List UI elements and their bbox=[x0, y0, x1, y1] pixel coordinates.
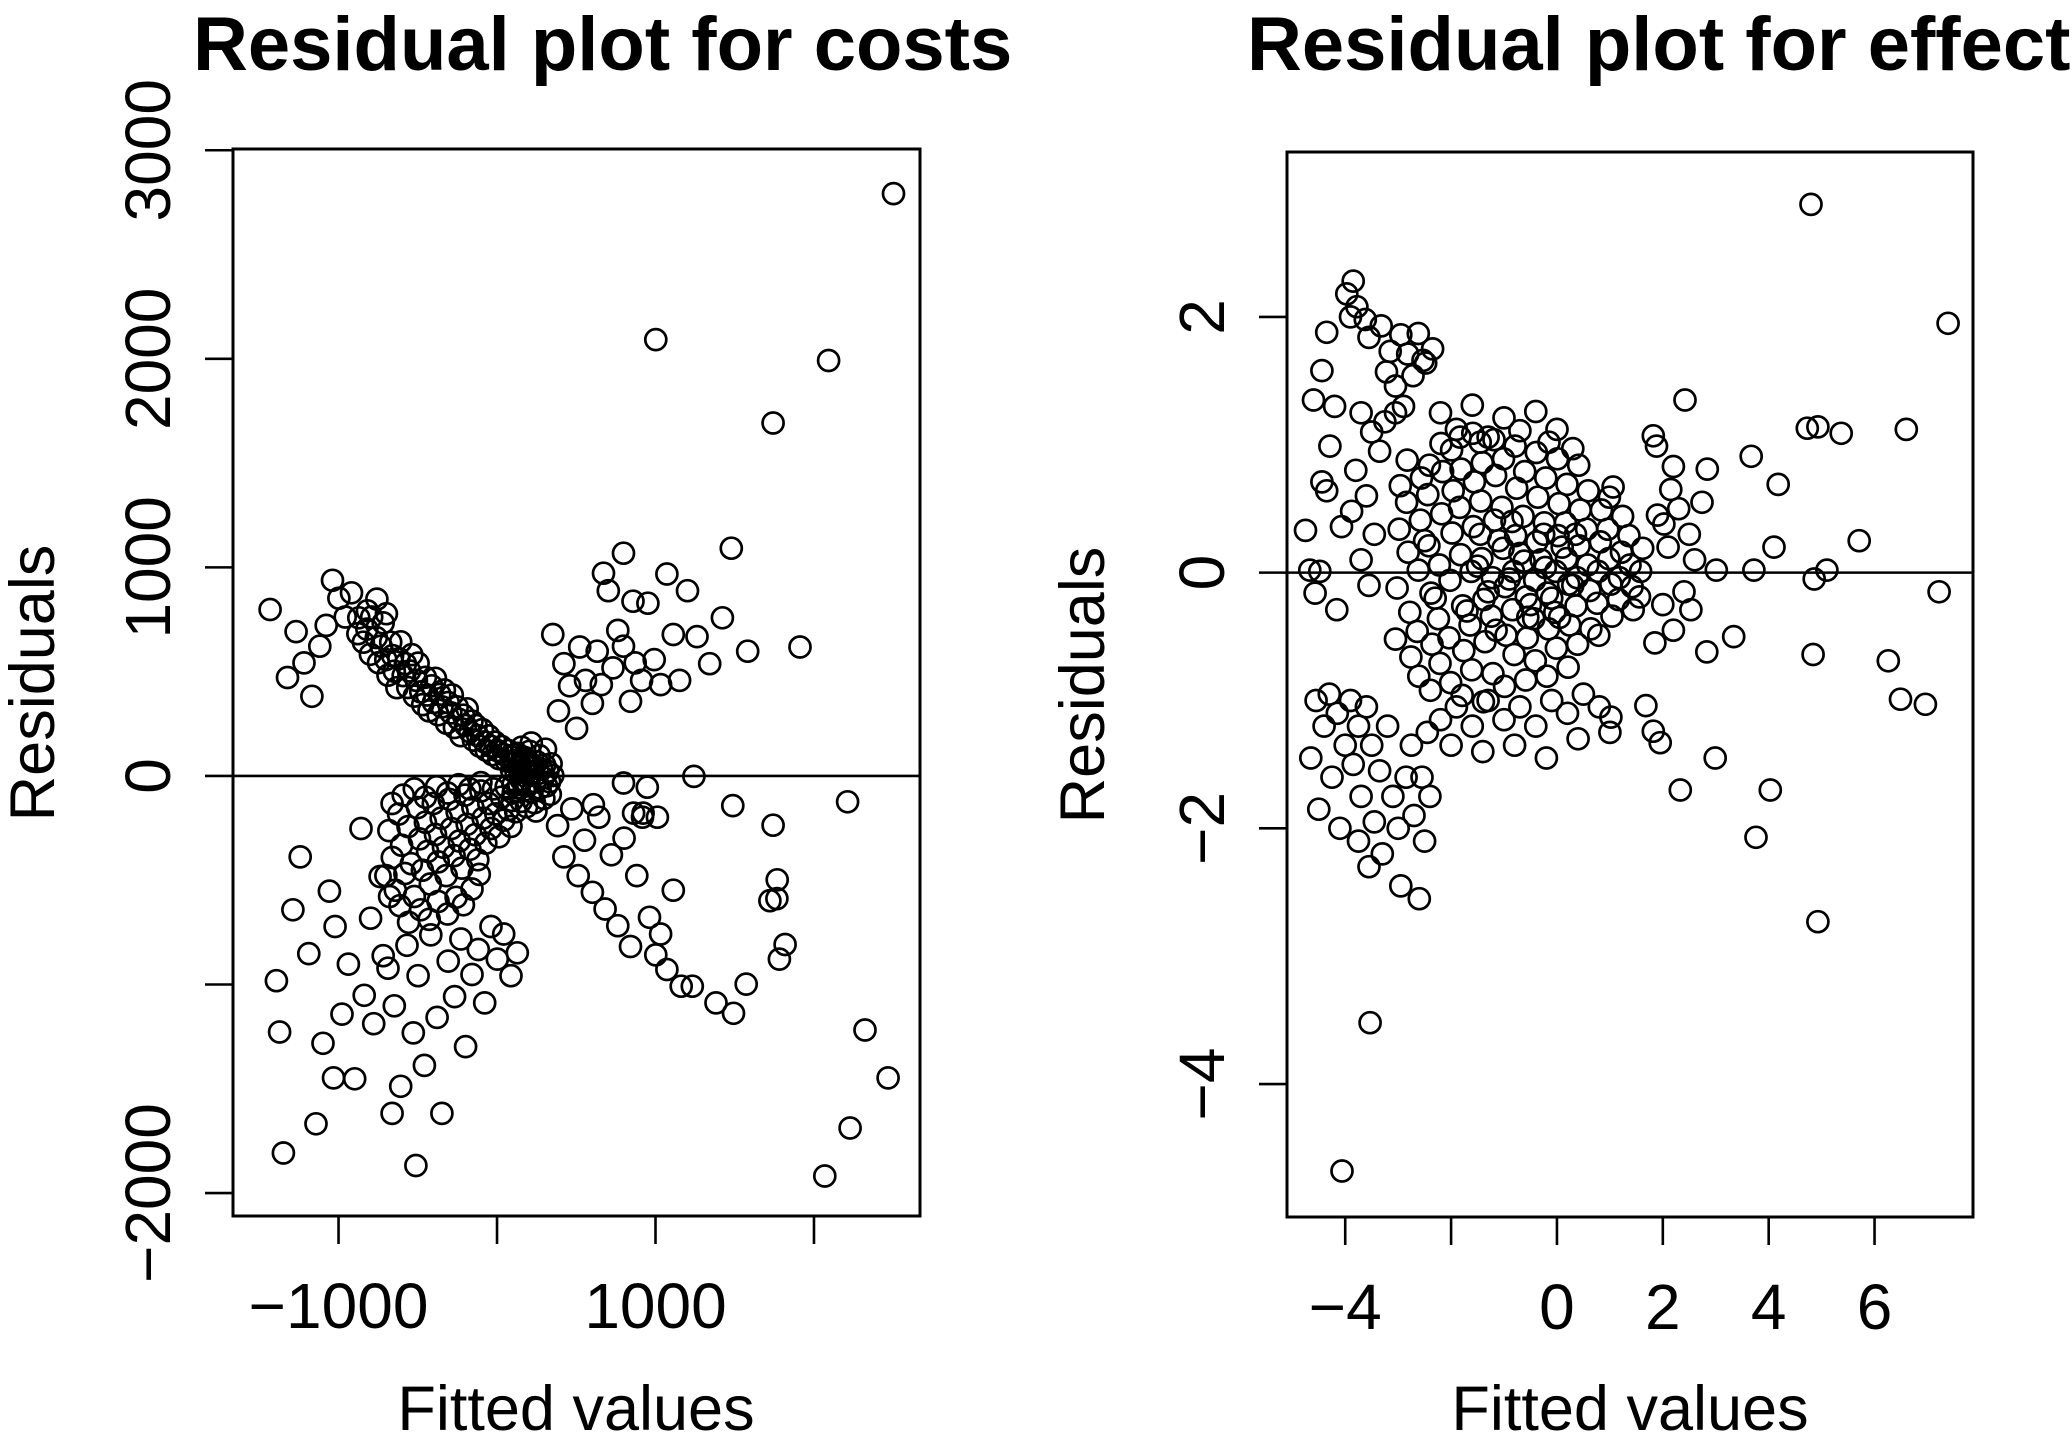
effects-x-tick-label: 0 bbox=[1539, 1271, 1575, 1343]
effects-plot: −4 0 2 4 620−2−4 bbox=[1166, 150, 1975, 1343]
effects-plot-box bbox=[1285, 150, 1975, 1219]
effects-points bbox=[1293, 192, 1960, 1183]
costs-points bbox=[258, 181, 906, 1188]
costs-y-axis-label: Residuals bbox=[0, 544, 68, 822]
effects-y-tick-label: −2 bbox=[1166, 792, 1238, 865]
costs-plot-title: Residual plot for costs bbox=[193, 2, 1013, 87]
costs-plot-box bbox=[231, 147, 922, 1218]
effects-x-tick-label: 2 bbox=[1645, 1271, 1681, 1343]
costs-x-tick-label: −1000 bbox=[249, 1270, 429, 1342]
effects-x-axis-label: Fitted values bbox=[1451, 1374, 1809, 1444]
costs-y-tick-label: 1000 bbox=[112, 496, 184, 638]
effects-plot-title: Residual plot for effects bbox=[1247, 2, 2072, 87]
costs-y-tick-label: −2000 bbox=[112, 1103, 184, 1283]
costs-y-tick-label: 0 bbox=[112, 758, 184, 794]
costs-x-tick-label: 1000 bbox=[584, 1270, 726, 1342]
costs-x-axis-label: Fitted values bbox=[397, 1374, 755, 1444]
effects-x-tick-label: 6 bbox=[1857, 1271, 1893, 1343]
effects-x-tick-label: −4 bbox=[1309, 1271, 1382, 1343]
effects-y-tick-label: 0 bbox=[1166, 555, 1238, 591]
costs-y-tick-label: 3000 bbox=[112, 79, 184, 221]
effects-y-axis-label: Residuals bbox=[1048, 546, 1118, 824]
effects-x-tick-label: 4 bbox=[1751, 1271, 1787, 1343]
costs-plot: −1000 1000 3000 2000 1000 0 −2000 bbox=[112, 79, 922, 1342]
costs-y-tick-label: 2000 bbox=[112, 288, 184, 430]
effects-y-tick-label: −4 bbox=[1166, 1048, 1238, 1121]
effects-y-tick-label: 2 bbox=[1166, 299, 1238, 335]
